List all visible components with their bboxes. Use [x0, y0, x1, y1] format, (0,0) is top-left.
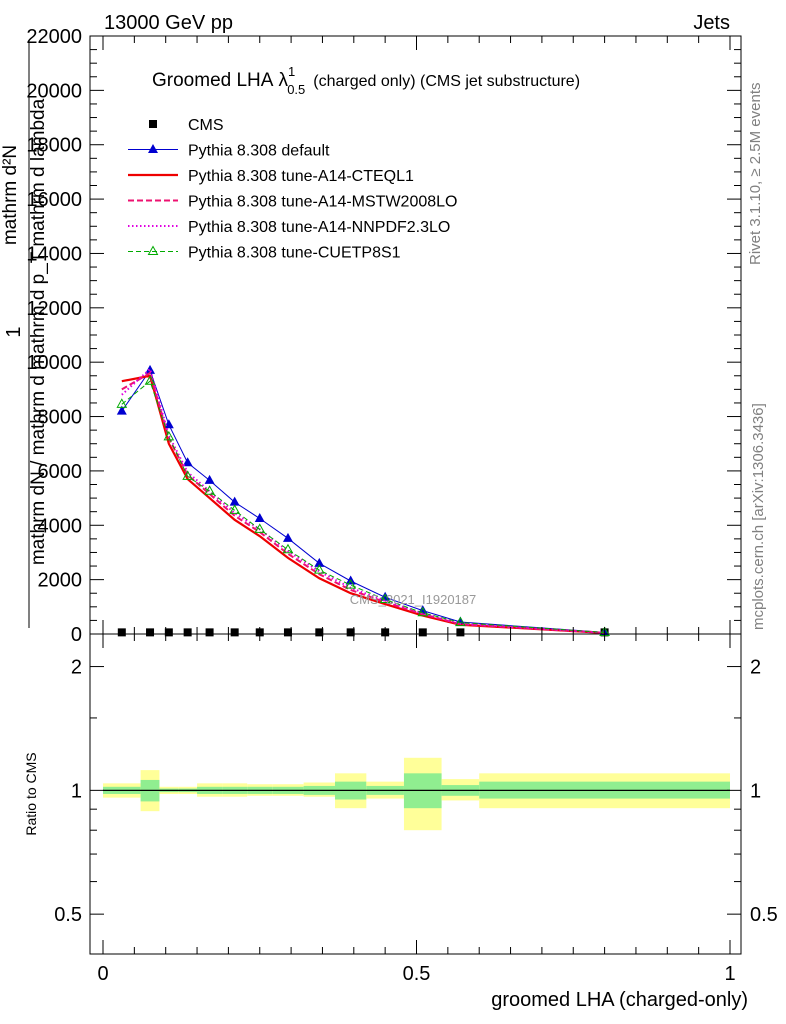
- main-y-tick-label: 0: [71, 624, 82, 646]
- data-point: [146, 628, 155, 637]
- analysis-watermark: CMS_2021_I1920187: [350, 592, 477, 607]
- data-point: [254, 512, 265, 522]
- legend-swatch-marker: [149, 120, 157, 128]
- data-point: [282, 532, 293, 542]
- legend: CMS Pythia 8.308 default Pythia 8.308 tune…: [128, 117, 457, 262]
- ratio-x-tick-label: 0: [97, 963, 108, 985]
- data-point: [418, 628, 427, 637]
- data-point: [144, 375, 156, 385]
- data-point: [254, 523, 266, 533]
- ratio-y-axis: 0.5 0.5 1 1 2 2: [54, 657, 778, 927]
- main-y-axis: 0 2000 4000 6000 8000 10000 12000 14000 16000 180…: [26, 26, 741, 646]
- data-point: [183, 628, 192, 637]
- data-point: [205, 628, 214, 637]
- energy-label: 13000 GeV pp: [104, 12, 233, 34]
- main-plot-panel: CMS_2021_I1920187 0 2000 4000 6000 8000 10000…: [26, 26, 742, 646]
- data-point: [163, 419, 174, 429]
- data-point: [163, 430, 175, 441]
- data-point: [346, 628, 355, 637]
- legend-swatch-marker: [147, 245, 159, 255]
- series-line: [121, 374, 605, 635]
- main-y-tick-label: 22000: [26, 26, 82, 48]
- legend-entry-label: Pythia 8.308 tune-A14-MSTW2008LO: [188, 194, 457, 211]
- legend-entry-label: CMS: [188, 117, 224, 134]
- data-point: [345, 579, 357, 589]
- data-point: [230, 628, 239, 637]
- ratio-y-tick-label: 1: [71, 780, 82, 802]
- ratio-y-tick-label: 0.5: [54, 904, 82, 926]
- ratio-y-tick-label-right: 2: [750, 657, 761, 679]
- ratio-x-tick-label: 0.5: [403, 963, 431, 985]
- data-point: [229, 504, 241, 514]
- data-point: [204, 485, 215, 495]
- legend-swatch-marker: [148, 144, 158, 153]
- data-point: [313, 564, 325, 574]
- main-x-ticks: [102, 36, 731, 634]
- ratio-bands-layer: [103, 757, 730, 831]
- data-point: [379, 593, 391, 603]
- ratio-plot-frame: [89, 633, 742, 955]
- series-line: [121, 369, 605, 633]
- data-point: [282, 543, 294, 554]
- data-point: [417, 606, 429, 617]
- main-y-tick-label: 8000: [38, 407, 83, 429]
- main-y-title: 1 mathrm d²N mathrm dN / mathrm d mathrm…: [0, 40, 49, 628]
- x-axis-label: groomed LHA (charged-only): [491, 989, 748, 1011]
- main-y-tick-label: 16000: [26, 189, 82, 211]
- main-series-layer: [116, 364, 610, 637]
- data-point: [456, 628, 465, 637]
- ratio-y-tick-label-right: 0.5: [750, 904, 778, 926]
- data-point: [455, 616, 466, 627]
- y-title-one: 1: [3, 326, 25, 337]
- y-title-denominator: mathrm dN / mathrm d mathrm d p_T mathrm…: [28, 98, 49, 565]
- ratio-x-axis: 0 0.5 1: [97, 634, 736, 985]
- main-y-tick-label: 20000: [26, 80, 82, 102]
- legend-entry-label: Pythia 8.308 tune-A14-NNPDF2.3LO: [188, 219, 450, 236]
- data-point: [116, 398, 128, 408]
- legend-entry-label: Pythia 8.308 tune-A14-CTEQL1: [188, 168, 414, 185]
- chart-title: Groomed LHA λ1 0.5 (charged only) (CMS jet …: [152, 64, 580, 97]
- data-point: [315, 628, 324, 637]
- data-point: [117, 628, 126, 637]
- data-point: [314, 557, 325, 567]
- data-point: [164, 628, 173, 637]
- data-point: [229, 496, 240, 506]
- data-point: [283, 628, 292, 637]
- data-point: [204, 474, 215, 484]
- rivet-version-label: Rivet 3.1.10, ≥ 2.5M events: [747, 83, 764, 266]
- y-title-numerator: mathrm d²N: [0, 145, 21, 245]
- ratio-plot-panel: 0.5 0.51 12 2 0 0.5 1 Ratio to CMS groomed LH…: [23, 633, 778, 1011]
- mcplots-label: mcplots.cern.ch [arXiv:1306.3436]: [750, 403, 767, 630]
- data-point: [182, 470, 193, 480]
- data-point: [182, 457, 193, 467]
- ratio-y-tick-label-right: 1: [750, 780, 761, 802]
- data-point: [145, 364, 156, 374]
- main-y-tick-label: 10000: [26, 352, 82, 374]
- main-y-tick-label: 12000: [26, 298, 82, 320]
- ratio-y-label: Ratio to CMS: [23, 752, 39, 835]
- data-point: [116, 405, 127, 415]
- main-y-tick-label: 2000: [38, 570, 83, 592]
- main-y-tick-label: 6000: [38, 461, 83, 483]
- main-y-tick-label: 18000: [26, 135, 82, 157]
- legend-entry-label: Pythia 8.308 tune-CUETP8S1: [188, 245, 401, 262]
- main-y-tick-label: 4000: [38, 515, 83, 537]
- process-label: Jets: [693, 12, 730, 34]
- ratio-y-tick-label: 2: [71, 657, 82, 679]
- ratio-x-tick-label: 1: [724, 963, 735, 985]
- legend-entry-label: Pythia 8.308 default: [188, 143, 330, 160]
- main-y-tick-label: 14000: [26, 243, 82, 265]
